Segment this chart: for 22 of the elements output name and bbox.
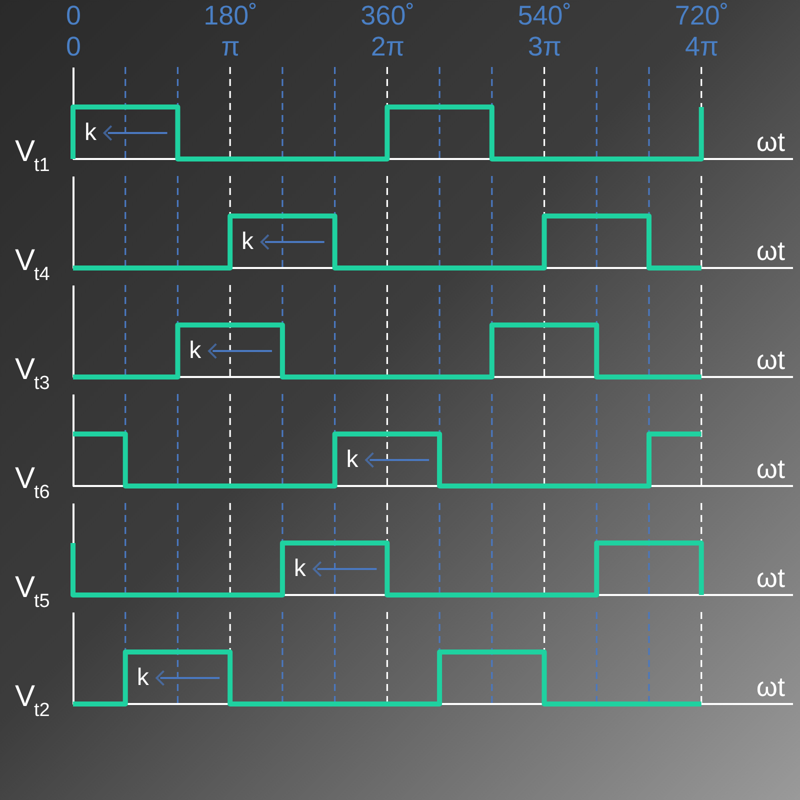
x-axis-title: ωt (756, 236, 786, 266)
x-tick-label: 0 (66, 0, 82, 30)
annotation: k (346, 446, 360, 474)
annotation: k (84, 119, 98, 146)
x-axis-title: ωt (756, 345, 786, 375)
annotation: k (189, 337, 202, 364)
x-tick-label: 720˚ (674, 0, 729, 30)
annotation: k (294, 555, 307, 582)
x2-tick-label: π (221, 32, 240, 62)
x2-tick-label: 2π (370, 32, 404, 62)
annotation: k (136, 664, 150, 692)
x-tick-label: 360˚ (360, 0, 415, 30)
x-axis-title: ωt (756, 127, 786, 157)
x2-tick-label: 0 (66, 32, 82, 62)
x-tick-label: 540˚ (518, 0, 572, 30)
x-axis-title: ωt (756, 672, 786, 702)
x2-tick-label: 4π (684, 32, 719, 62)
x-axis-title: ωt (756, 563, 786, 593)
x2-tick-label: 3π (528, 32, 562, 62)
x-tick-label: 180˚ (204, 0, 258, 30)
x-axis-title: ωt (756, 454, 786, 484)
annotation: k (242, 228, 255, 256)
